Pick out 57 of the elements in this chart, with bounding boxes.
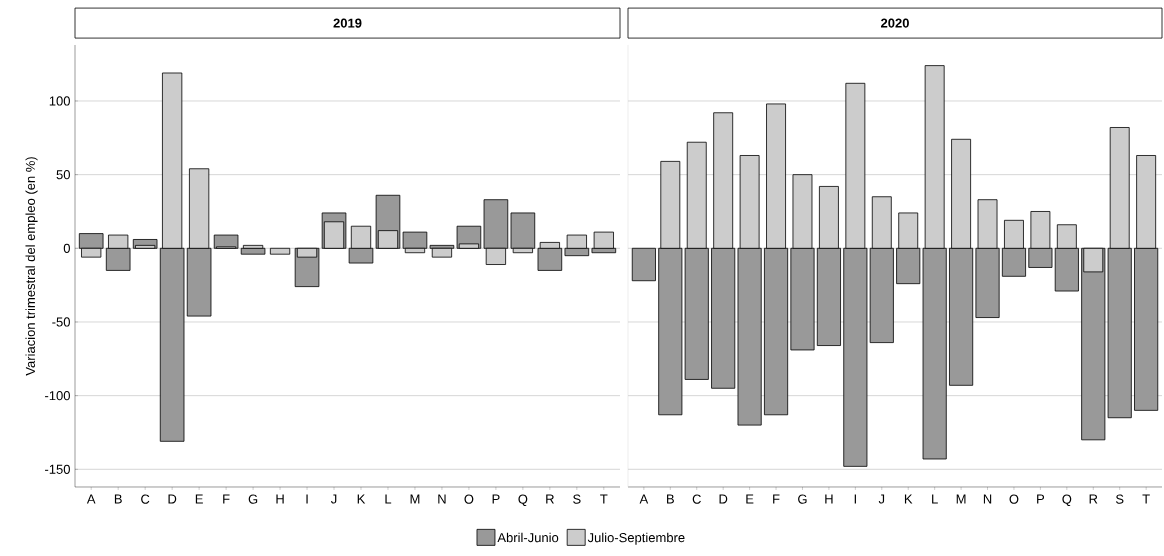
bar (240, 247, 266, 255)
x-tick-label: M (410, 494, 420, 504)
x-tick-label: R (546, 494, 554, 504)
x-tick-label: P (1037, 494, 1045, 504)
x-tick-label: E (746, 494, 754, 504)
x-tick-label: I (854, 494, 856, 504)
legend-label: Julio-Septiembre (587, 532, 685, 545)
x-tick-label: C (692, 494, 701, 504)
x-tick-label: D (168, 494, 177, 504)
x-tick-label: N (983, 494, 992, 504)
x-tick-label: O (1009, 494, 1019, 504)
x-tick-label: E (195, 494, 203, 504)
x-tick-label: L (932, 494, 938, 504)
x-tick-label: A (639, 494, 649, 504)
x-tick-label: M (956, 494, 966, 504)
y-tick-label: 50 (56, 170, 70, 180)
x-tick-label: S (573, 494, 581, 504)
y-tick-label: -50 (52, 317, 70, 327)
x-tick-label: B (667, 494, 674, 504)
x-tick-label: D (719, 494, 728, 504)
x-tick-label: Q (518, 494, 528, 507)
x-tick-label: J (878, 494, 885, 504)
bar (510, 212, 536, 249)
x-tick-label: K (904, 494, 913, 504)
x-tick-label: P (492, 494, 500, 504)
x-tick-label: T (1142, 494, 1150, 504)
x-tick-label: B (114, 494, 122, 504)
y-tick-label: -100 (45, 391, 70, 401)
x-tick-label: G (798, 494, 807, 504)
x-tick-label: Q (1062, 494, 1072, 507)
x-tick-label: A (86, 494, 96, 504)
y-tick-label: 0 (63, 243, 70, 253)
x-tick-label: H (276, 494, 284, 504)
legend-label: Abril-Junio (497, 532, 559, 543)
x-tick-label: C (141, 494, 150, 504)
x-tick-label: T (600, 494, 608, 504)
x-tick-label: L (385, 494, 392, 504)
x-tick-label: N (438, 494, 446, 504)
x-tick-label: J (330, 494, 337, 504)
bar (269, 247, 291, 255)
bar (431, 247, 453, 258)
chart-title: 2020 (881, 18, 909, 28)
x-tick-label: G (248, 494, 258, 504)
x-tick-label: S (1115, 494, 1124, 504)
bar (631, 247, 656, 282)
x-tick-label: R (1089, 494, 1098, 504)
x-tick-label: I (306, 494, 308, 504)
chart-title: 2019 (333, 18, 362, 28)
x-tick-label: F (773, 494, 780, 504)
x-tick-label: K (357, 494, 366, 504)
bar (593, 231, 614, 249)
y-tick-label: 100 (49, 96, 70, 106)
x-tick-label: F (223, 494, 230, 504)
y-tick-label: -150 (45, 464, 70, 474)
y-axis-title: Variacion trimestral del empleo (en %) (25, 157, 38, 376)
x-tick-label: H (825, 494, 833, 504)
x-tick-label: O (464, 494, 474, 504)
